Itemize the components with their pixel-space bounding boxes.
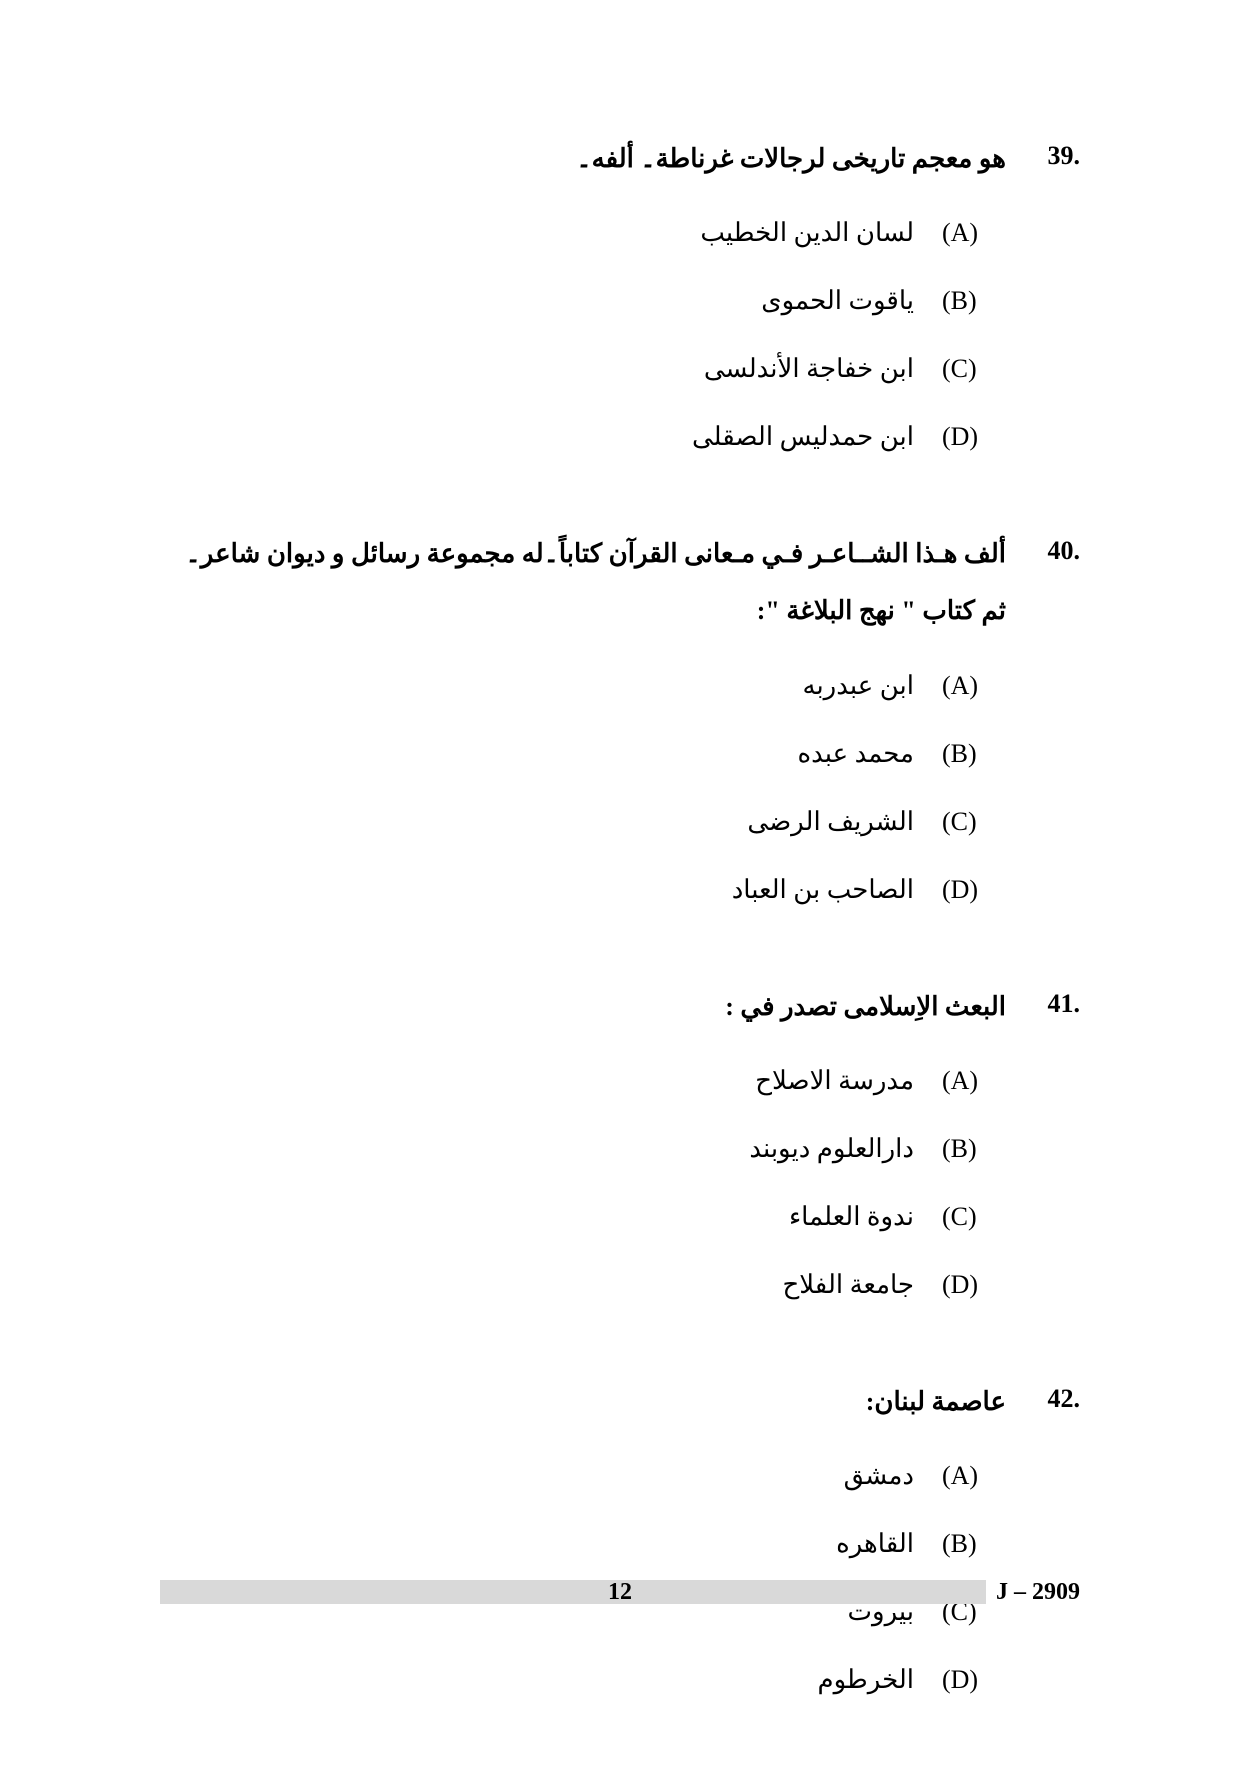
option-b: (B) ياقوت الحموى [160, 275, 1006, 327]
option-text: الخرطوم [818, 1654, 943, 1706]
question-header: 39. هو معجم تاريخى لرجالات غرناطة۔ ألفه۔ [160, 130, 1080, 187]
page-footer: 12 J – 2909 [160, 1580, 1080, 1614]
option-c: (C) الشريف الرضى [160, 796, 1006, 848]
option-text: دمشق [844, 1450, 942, 1502]
option-a: (A) لسان الدين الخطيب [160, 207, 1006, 259]
option-letter: (C) [942, 343, 1006, 395]
question-number: 40. [1024, 525, 1080, 577]
option-a: (A) مدرسة الاصلاح [160, 1055, 1006, 1107]
option-letter: (D) [942, 411, 1006, 463]
option-letter: (A) [942, 660, 1006, 712]
option-a: (A) دمشق [160, 1450, 1006, 1502]
option-text: محمد عبده [797, 728, 942, 780]
paper-code: J – 2909 [986, 1580, 1080, 1604]
option-text: الشريف الرضى [747, 796, 942, 848]
options-list: (A) دمشق (B) القاهره (C) بيروت (D) الخرط… [160, 1450, 1080, 1706]
option-letter: (A) [942, 207, 1006, 259]
option-letter: (D) [942, 1654, 1006, 1706]
option-d: (D) ابن حمدليس الصقلى [160, 411, 1006, 463]
question-text: البعث الاِسلامى تصدر في : [160, 978, 1024, 1035]
option-letter: (B) [942, 1123, 1006, 1175]
option-letter: (D) [942, 864, 1006, 916]
question-number: 39. [1024, 130, 1080, 182]
option-a: (A) ابن عبدربه [160, 660, 1006, 712]
option-c: (C) ابن خفاجة الأندلسى [160, 343, 1006, 395]
options-list: (A) مدرسة الاصلاح (B) دارالعلوم ديوبند (… [160, 1055, 1080, 1311]
option-text: ابن خفاجة الأندلسى [704, 343, 942, 395]
option-letter: (C) [942, 796, 1006, 848]
option-text: جامعة الفلاح [783, 1259, 943, 1311]
option-d: (D) الصاحب بن العباد [160, 864, 1006, 916]
question-header: 40. ألف هـذا الشــاعـر فـي مـعانى القرآن… [160, 525, 1080, 639]
question-text: عاصمة لبنان: [160, 1373, 1024, 1430]
question-41: 41. البعث الاِسلامى تصدر في : (A) مدرسة … [160, 978, 1080, 1311]
question-text: هو معجم تاريخى لرجالات غرناطة۔ ألفه۔ [160, 130, 1024, 187]
question-text: ألف هـذا الشــاعـر فـي مـعانى القرآن كتا… [160, 525, 1024, 639]
option-letter: (C) [942, 1191, 1006, 1243]
option-b: (B) القاهره [160, 1518, 1006, 1570]
options-list: (A) لسان الدين الخطيب (B) ياقوت الحموى (… [160, 207, 1080, 463]
option-letter: (B) [942, 1518, 1006, 1570]
question-header: 42. عاصمة لبنان: [160, 1373, 1080, 1430]
question-header: 41. البعث الاِسلامى تصدر في : [160, 978, 1080, 1035]
option-letter: (A) [942, 1450, 1006, 1502]
option-d: (D) الخرطوم [160, 1654, 1006, 1706]
question-40: 40. ألف هـذا الشــاعـر فـي مـعانى القرآن… [160, 525, 1080, 915]
option-text: ياقوت الحموى [761, 275, 942, 327]
option-b: (B) دارالعلوم ديوبند [160, 1123, 1006, 1175]
question-39: 39. هو معجم تاريخى لرجالات غرناطة۔ ألفه۔… [160, 130, 1080, 463]
option-text: القاهره [836, 1518, 942, 1570]
option-text: ابن عبدربه [803, 660, 943, 712]
option-text: ابن حمدليس الصقلى [692, 411, 942, 463]
option-letter: (A) [942, 1055, 1006, 1107]
option-b: (B) محمد عبده [160, 728, 1006, 780]
option-text: ندوة العلماء [789, 1191, 942, 1243]
option-text: مدرسة الاصلاح [755, 1055, 942, 1107]
option-c: (C) ندوة العلماء [160, 1191, 1006, 1243]
option-letter: (B) [942, 275, 1006, 327]
question-number: 42. [1024, 1373, 1080, 1425]
option-letter: (D) [942, 1259, 1006, 1311]
option-d: (D) جامعة الفلاح [160, 1259, 1006, 1311]
option-text: دارالعلوم ديوبند [749, 1123, 942, 1175]
content-area: 39. هو معجم تاريخى لرجالات غرناطة۔ ألفه۔… [160, 130, 1080, 1768]
question-number: 41. [1024, 978, 1080, 1030]
question-42: 42. عاصمة لبنان: (A) دمشق (B) القاهره (C… [160, 1373, 1080, 1706]
option-letter: (B) [942, 728, 1006, 780]
page-number: 12 [608, 1580, 632, 1604]
page: 39. هو معجم تاريخى لرجالات غرناطة۔ ألفه۔… [0, 0, 1240, 1754]
option-text: لسان الدين الخطيب [700, 207, 942, 259]
options-list: (A) ابن عبدربه (B) محمد عبده (C) الشريف … [160, 660, 1080, 916]
option-text: الصاحب بن العباد [732, 864, 942, 916]
